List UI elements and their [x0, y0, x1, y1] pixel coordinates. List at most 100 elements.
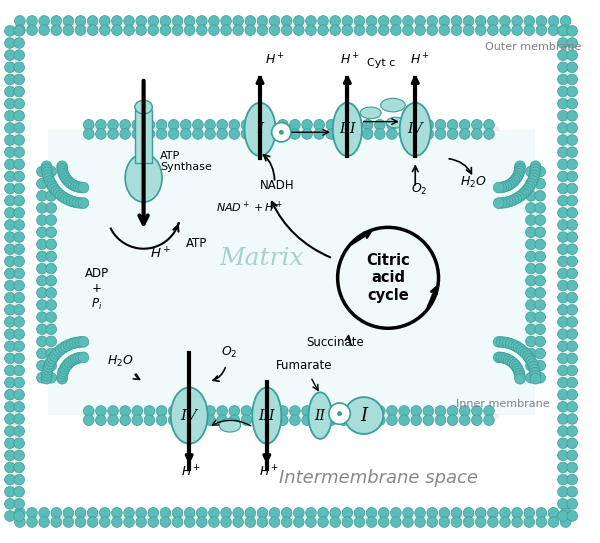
- Circle shape: [107, 415, 118, 426]
- Circle shape: [567, 498, 578, 509]
- Circle shape: [557, 498, 568, 509]
- Circle shape: [37, 191, 47, 201]
- Circle shape: [184, 517, 195, 527]
- Circle shape: [535, 300, 545, 310]
- Circle shape: [51, 25, 62, 35]
- Circle shape: [172, 508, 183, 518]
- Circle shape: [5, 268, 15, 279]
- Circle shape: [557, 207, 568, 218]
- Circle shape: [557, 147, 568, 157]
- Circle shape: [26, 16, 37, 26]
- Bar: [532, 166, 539, 378]
- Circle shape: [535, 263, 545, 274]
- Circle shape: [342, 25, 353, 35]
- Circle shape: [100, 508, 110, 518]
- Circle shape: [560, 517, 571, 527]
- Circle shape: [342, 16, 353, 26]
- Circle shape: [76, 352, 86, 363]
- Circle shape: [484, 415, 494, 426]
- Circle shape: [75, 508, 86, 518]
- Circle shape: [488, 25, 498, 35]
- Circle shape: [523, 351, 533, 362]
- Bar: [83, 126, 499, 133]
- Circle shape: [5, 256, 15, 267]
- Circle shape: [5, 219, 15, 230]
- Circle shape: [535, 239, 545, 250]
- Circle shape: [61, 361, 71, 372]
- Circle shape: [229, 129, 239, 140]
- Circle shape: [14, 62, 25, 73]
- Circle shape: [290, 415, 300, 426]
- Circle shape: [526, 191, 536, 201]
- Circle shape: [567, 438, 578, 449]
- Circle shape: [514, 192, 524, 203]
- Circle shape: [366, 517, 377, 527]
- Circle shape: [514, 343, 524, 353]
- Circle shape: [451, 508, 462, 518]
- Circle shape: [37, 239, 47, 250]
- Circle shape: [221, 508, 232, 518]
- Circle shape: [83, 119, 94, 130]
- Circle shape: [217, 406, 227, 416]
- Circle shape: [66, 196, 77, 206]
- Circle shape: [514, 168, 524, 179]
- Circle shape: [5, 171, 15, 182]
- Circle shape: [366, 16, 377, 26]
- Circle shape: [112, 25, 122, 35]
- Circle shape: [14, 16, 25, 26]
- Circle shape: [269, 508, 280, 518]
- Circle shape: [511, 361, 521, 372]
- Circle shape: [26, 508, 37, 518]
- Circle shape: [26, 517, 37, 527]
- Circle shape: [557, 86, 568, 97]
- Circle shape: [374, 119, 385, 130]
- Circle shape: [269, 25, 280, 35]
- Circle shape: [241, 119, 252, 130]
- Circle shape: [78, 352, 89, 363]
- Circle shape: [14, 37, 25, 48]
- Circle shape: [124, 25, 134, 35]
- Bar: [135, 110, 152, 163]
- Circle shape: [509, 175, 520, 186]
- Circle shape: [148, 508, 158, 518]
- Circle shape: [14, 508, 25, 518]
- Circle shape: [524, 517, 535, 527]
- Circle shape: [567, 183, 578, 194]
- Circle shape: [37, 312, 47, 323]
- Circle shape: [535, 251, 545, 262]
- Circle shape: [524, 25, 535, 35]
- Circle shape: [557, 74, 568, 85]
- Circle shape: [463, 508, 474, 518]
- Circle shape: [184, 25, 195, 35]
- Circle shape: [567, 135, 578, 146]
- Ellipse shape: [252, 388, 281, 444]
- Circle shape: [366, 25, 377, 35]
- Circle shape: [184, 16, 195, 26]
- Circle shape: [557, 50, 568, 60]
- Circle shape: [557, 26, 568, 36]
- Circle shape: [46, 336, 56, 346]
- Circle shape: [5, 98, 15, 109]
- Circle shape: [460, 415, 470, 426]
- Circle shape: [374, 406, 385, 416]
- Circle shape: [528, 362, 539, 372]
- Circle shape: [42, 367, 52, 378]
- Circle shape: [5, 414, 15, 424]
- Circle shape: [124, 517, 134, 527]
- Circle shape: [527, 176, 538, 186]
- Circle shape: [205, 119, 215, 130]
- Circle shape: [44, 358, 55, 369]
- Circle shape: [63, 339, 74, 350]
- Circle shape: [107, 129, 118, 140]
- Circle shape: [366, 508, 377, 518]
- Circle shape: [526, 203, 536, 213]
- Circle shape: [557, 171, 568, 182]
- Circle shape: [46, 360, 56, 371]
- Circle shape: [350, 415, 361, 426]
- Circle shape: [209, 16, 219, 26]
- Circle shape: [567, 280, 578, 291]
- Circle shape: [567, 86, 578, 97]
- Circle shape: [63, 517, 74, 527]
- Circle shape: [535, 287, 545, 298]
- Circle shape: [37, 227, 47, 237]
